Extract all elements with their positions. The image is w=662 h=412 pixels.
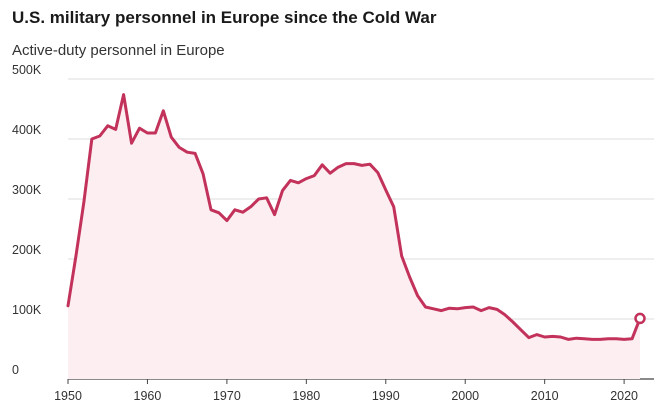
- y-tick-label: 300K: [12, 183, 42, 197]
- x-tick-label: 1950: [54, 389, 82, 403]
- y-tick-label: 100K: [12, 303, 42, 317]
- y-tick-label: 400K: [12, 123, 42, 137]
- y-tick-label: 200K: [12, 243, 42, 257]
- x-tick-label: 2000: [451, 389, 479, 403]
- y-axis-tick-labels: 0 100K 200K 300K 400K 500K: [12, 63, 42, 377]
- x-tick-label: 1990: [372, 389, 400, 403]
- y-tick-label: 500K: [12, 63, 42, 77]
- series-line: [66, 93, 642, 341]
- x-tick-label: 2010: [531, 389, 559, 403]
- y-tick-label: 0: [12, 363, 19, 377]
- x-tick-label: 1970: [213, 389, 241, 403]
- x-tick-label: 2020: [610, 389, 638, 403]
- series-area-fill: [68, 94, 640, 379]
- x-tick-label: 1960: [134, 389, 162, 403]
- chart-title: U.S. military personnel in Europe since …: [12, 8, 437, 27]
- x-axis-tick-labels: 1950 1960 1970 1980 1990 2000 2010 2020: [54, 389, 638, 403]
- chart-subtitle: Active-duty personnel in Europe: [12, 42, 225, 59]
- end-point-marker: [634, 312, 646, 325]
- x-tick-label: 1980: [292, 389, 320, 403]
- plot-area: [66, 93, 646, 379]
